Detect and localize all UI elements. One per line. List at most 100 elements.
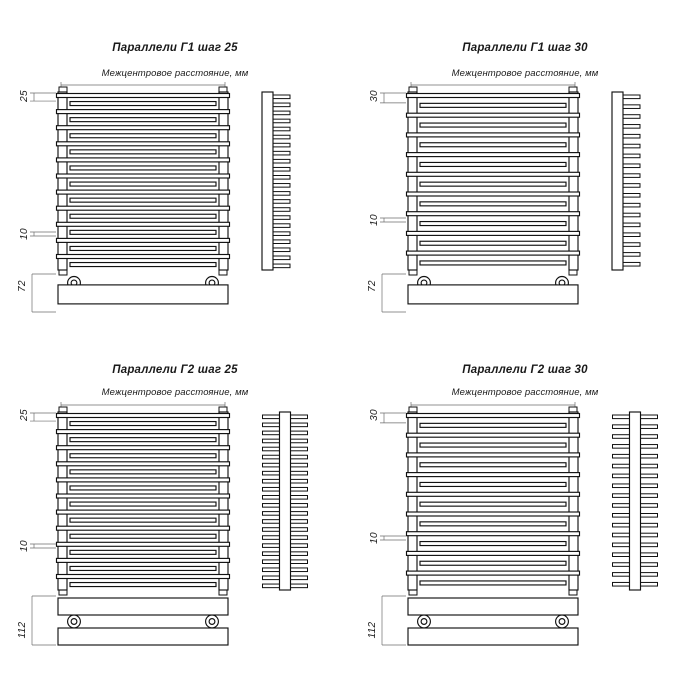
tube	[69, 149, 217, 155]
fin-right	[289, 438, 308, 444]
panel-drawing	[30, 82, 291, 313]
fin-left	[612, 473, 631, 479]
tube	[69, 469, 217, 475]
fin-right	[271, 118, 291, 124]
fin-left	[262, 462, 281, 468]
fin-right	[289, 430, 308, 436]
fin-right	[289, 551, 308, 556]
tube	[55, 525, 231, 531]
fin-right	[289, 511, 308, 516]
fin-left	[262, 519, 281, 524]
tube	[69, 117, 217, 123]
fin-left	[262, 535, 281, 540]
fin-right	[639, 463, 658, 469]
fin-left	[262, 495, 281, 500]
fin-right	[621, 104, 641, 109]
vertical-header-left	[57, 411, 68, 591]
fin-right	[639, 434, 658, 439]
panel-subtitle: Межцентровое расстояние, мм	[451, 387, 599, 398]
tube	[419, 142, 567, 148]
fin-left	[262, 583, 281, 589]
tube	[419, 560, 567, 566]
fin-right	[621, 124, 641, 129]
tube	[419, 442, 567, 448]
fin-right	[271, 134, 291, 140]
fin-right	[289, 470, 308, 476]
fin-right	[289, 543, 308, 548]
fin-right	[271, 94, 291, 100]
fin-right	[289, 575, 308, 581]
fin-right	[621, 222, 641, 228]
fin-right	[639, 581, 658, 587]
fin-right	[289, 535, 308, 540]
fin-right	[639, 503, 658, 508]
fin-right	[289, 486, 308, 492]
tube	[405, 452, 581, 458]
tube	[69, 581, 217, 588]
fin-right	[271, 150, 291, 156]
tube	[419, 260, 567, 266]
fin-left	[262, 478, 281, 484]
fin-left	[262, 422, 281, 428]
tube	[405, 531, 581, 537]
connector-inner-right	[558, 618, 566, 625]
panel-title: Параллели Г1 шаг 30	[462, 42, 588, 54]
vertical-header-left	[407, 411, 418, 591]
tube	[419, 122, 567, 128]
panel-drawing	[380, 402, 658, 646]
tube	[405, 250, 581, 256]
tube	[419, 481, 567, 488]
fin-right	[639, 552, 658, 557]
fin-right	[639, 513, 658, 518]
base-body	[57, 284, 229, 305]
fin-right	[271, 158, 291, 164]
tube	[419, 521, 567, 527]
fin-left	[262, 559, 281, 564]
base-body-top	[57, 597, 229, 616]
fin-right	[289, 422, 308, 428]
fin-right	[289, 478, 308, 484]
tube	[419, 201, 567, 207]
tube	[69, 261, 217, 268]
fin-left	[612, 424, 631, 429]
tube	[55, 429, 231, 435]
fin-right	[621, 153, 641, 159]
fin-left	[612, 542, 631, 548]
tube	[55, 557, 231, 563]
tube	[55, 109, 231, 115]
fin-left	[612, 522, 631, 528]
fin-left	[262, 527, 281, 532]
fin-right	[271, 231, 291, 236]
tube	[55, 221, 231, 227]
panel-subtitle: Межцентровое расстояние, мм	[101, 387, 249, 398]
tube	[69, 501, 217, 507]
tube	[69, 165, 217, 171]
base-body-bottom	[407, 627, 579, 646]
fin-left	[612, 552, 631, 557]
manifold	[278, 411, 292, 591]
fin-right	[289, 519, 308, 524]
fin-right	[639, 532, 658, 538]
fin-right	[639, 493, 658, 498]
panel-subtitle: Межцентровое расстояние, мм	[101, 68, 249, 79]
tube	[55, 157, 231, 163]
tube	[419, 102, 567, 108]
tube	[69, 549, 217, 555]
fin-left	[612, 503, 631, 508]
tube	[55, 412, 231, 419]
tube	[69, 133, 217, 139]
connector-inner-left	[420, 618, 428, 625]
tube	[55, 173, 231, 179]
tube	[405, 511, 581, 517]
tube	[405, 152, 581, 158]
fin-left	[262, 438, 281, 444]
fin-right	[639, 562, 658, 567]
tube	[55, 125, 231, 131]
fin-right	[621, 193, 641, 198]
tube	[55, 141, 231, 147]
fin-right	[639, 542, 658, 548]
fin-right	[271, 102, 291, 108]
panel-g1-step-25: Параллели Г1 шаг 25 Межцентровое расстоя…	[0, 0, 350, 350]
tube	[405, 472, 581, 478]
fin-right	[621, 114, 641, 119]
